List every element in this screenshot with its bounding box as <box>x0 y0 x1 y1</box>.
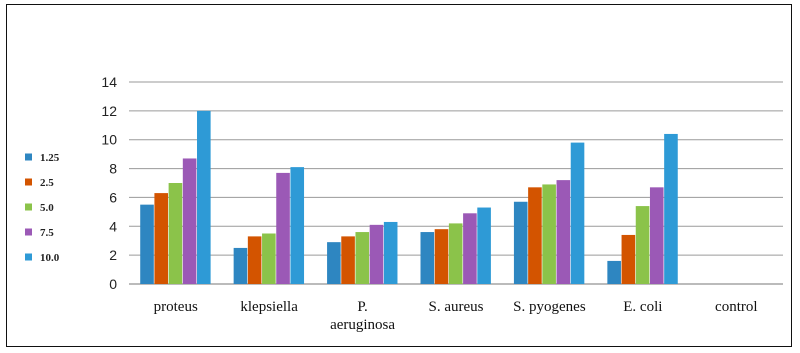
bar-10_0 <box>570 142 585 284</box>
x-tick-label: S. pyogenes <box>513 299 586 315</box>
bar-1_25 <box>607 260 621 284</box>
bar-2_5 <box>621 234 636 284</box>
y-tick-label: 14 <box>101 74 117 90</box>
bar-5_0 <box>542 184 556 284</box>
bar-2_5 <box>528 187 542 284</box>
bar-1_25 <box>233 247 248 284</box>
legend-swatch <box>25 253 32 261</box>
y-tick-label: 0 <box>109 276 117 292</box>
legend-swatch <box>25 228 32 236</box>
bar-10_0 <box>383 221 398 284</box>
bar-5_0 <box>635 206 650 284</box>
y-tick-label: 2 <box>109 247 117 263</box>
bar-7_5 <box>463 213 477 284</box>
bar-10_0 <box>664 133 678 284</box>
y-tick-label: 4 <box>109 218 117 234</box>
bar-5_0 <box>355 232 370 284</box>
legend-label: 7.5 <box>40 227 54 239</box>
legend-label: 5.0 <box>40 202 54 214</box>
bar-1_25 <box>140 204 154 284</box>
x-tick-label: P. <box>357 299 367 315</box>
bar-7_5 <box>649 187 664 284</box>
bar-7_5 <box>182 158 197 284</box>
bar-10_0 <box>290 167 305 284</box>
legend-swatch <box>25 203 32 211</box>
bar-2_5 <box>341 236 355 284</box>
y-tick-label: 8 <box>109 161 117 177</box>
bar-2_5 <box>247 236 262 284</box>
x-tick-label: proteus <box>154 299 198 315</box>
bar-5_0 <box>168 183 183 284</box>
x-tick-label: E. coli <box>623 299 662 315</box>
bar-2_5 <box>434 229 449 284</box>
legend-label: 1.25 <box>40 152 60 164</box>
x-tick-label: control <box>715 299 758 315</box>
bar-1_25 <box>513 201 528 284</box>
x-tick-label: aeruginosa <box>330 317 395 333</box>
bar-chart: 0 2 4 6 8 10 12 14 proteus klepsiella P. aeruginosa… <box>25 74 783 333</box>
legend-label: 10.0 <box>40 252 60 264</box>
legend-label: 2.5 <box>40 177 54 189</box>
bar-1_25 <box>327 242 341 284</box>
bar-7_5 <box>276 172 290 284</box>
bar-1_25 <box>420 232 435 284</box>
x-tick-label: klepsiella <box>240 299 298 315</box>
bar-7_5 <box>369 224 384 284</box>
chart-frame: 0 2 4 6 8 10 12 14 proteus klepsiella P. aeruginosa… <box>6 4 792 347</box>
legend-swatch <box>25 153 32 161</box>
bar-2_5 <box>154 193 169 284</box>
bar-10_0 <box>197 110 211 284</box>
bar-5_0 <box>448 223 463 284</box>
y-tick-label: 6 <box>109 189 117 205</box>
bar-5_0 <box>262 233 276 284</box>
x-tick-label: S. aureus <box>429 299 484 315</box>
bar-7_5 <box>556 180 571 284</box>
legend-swatch <box>25 178 32 186</box>
y-tick-label: 12 <box>101 103 117 119</box>
y-tick-label: 10 <box>101 132 117 148</box>
bar-10_0 <box>477 207 491 284</box>
